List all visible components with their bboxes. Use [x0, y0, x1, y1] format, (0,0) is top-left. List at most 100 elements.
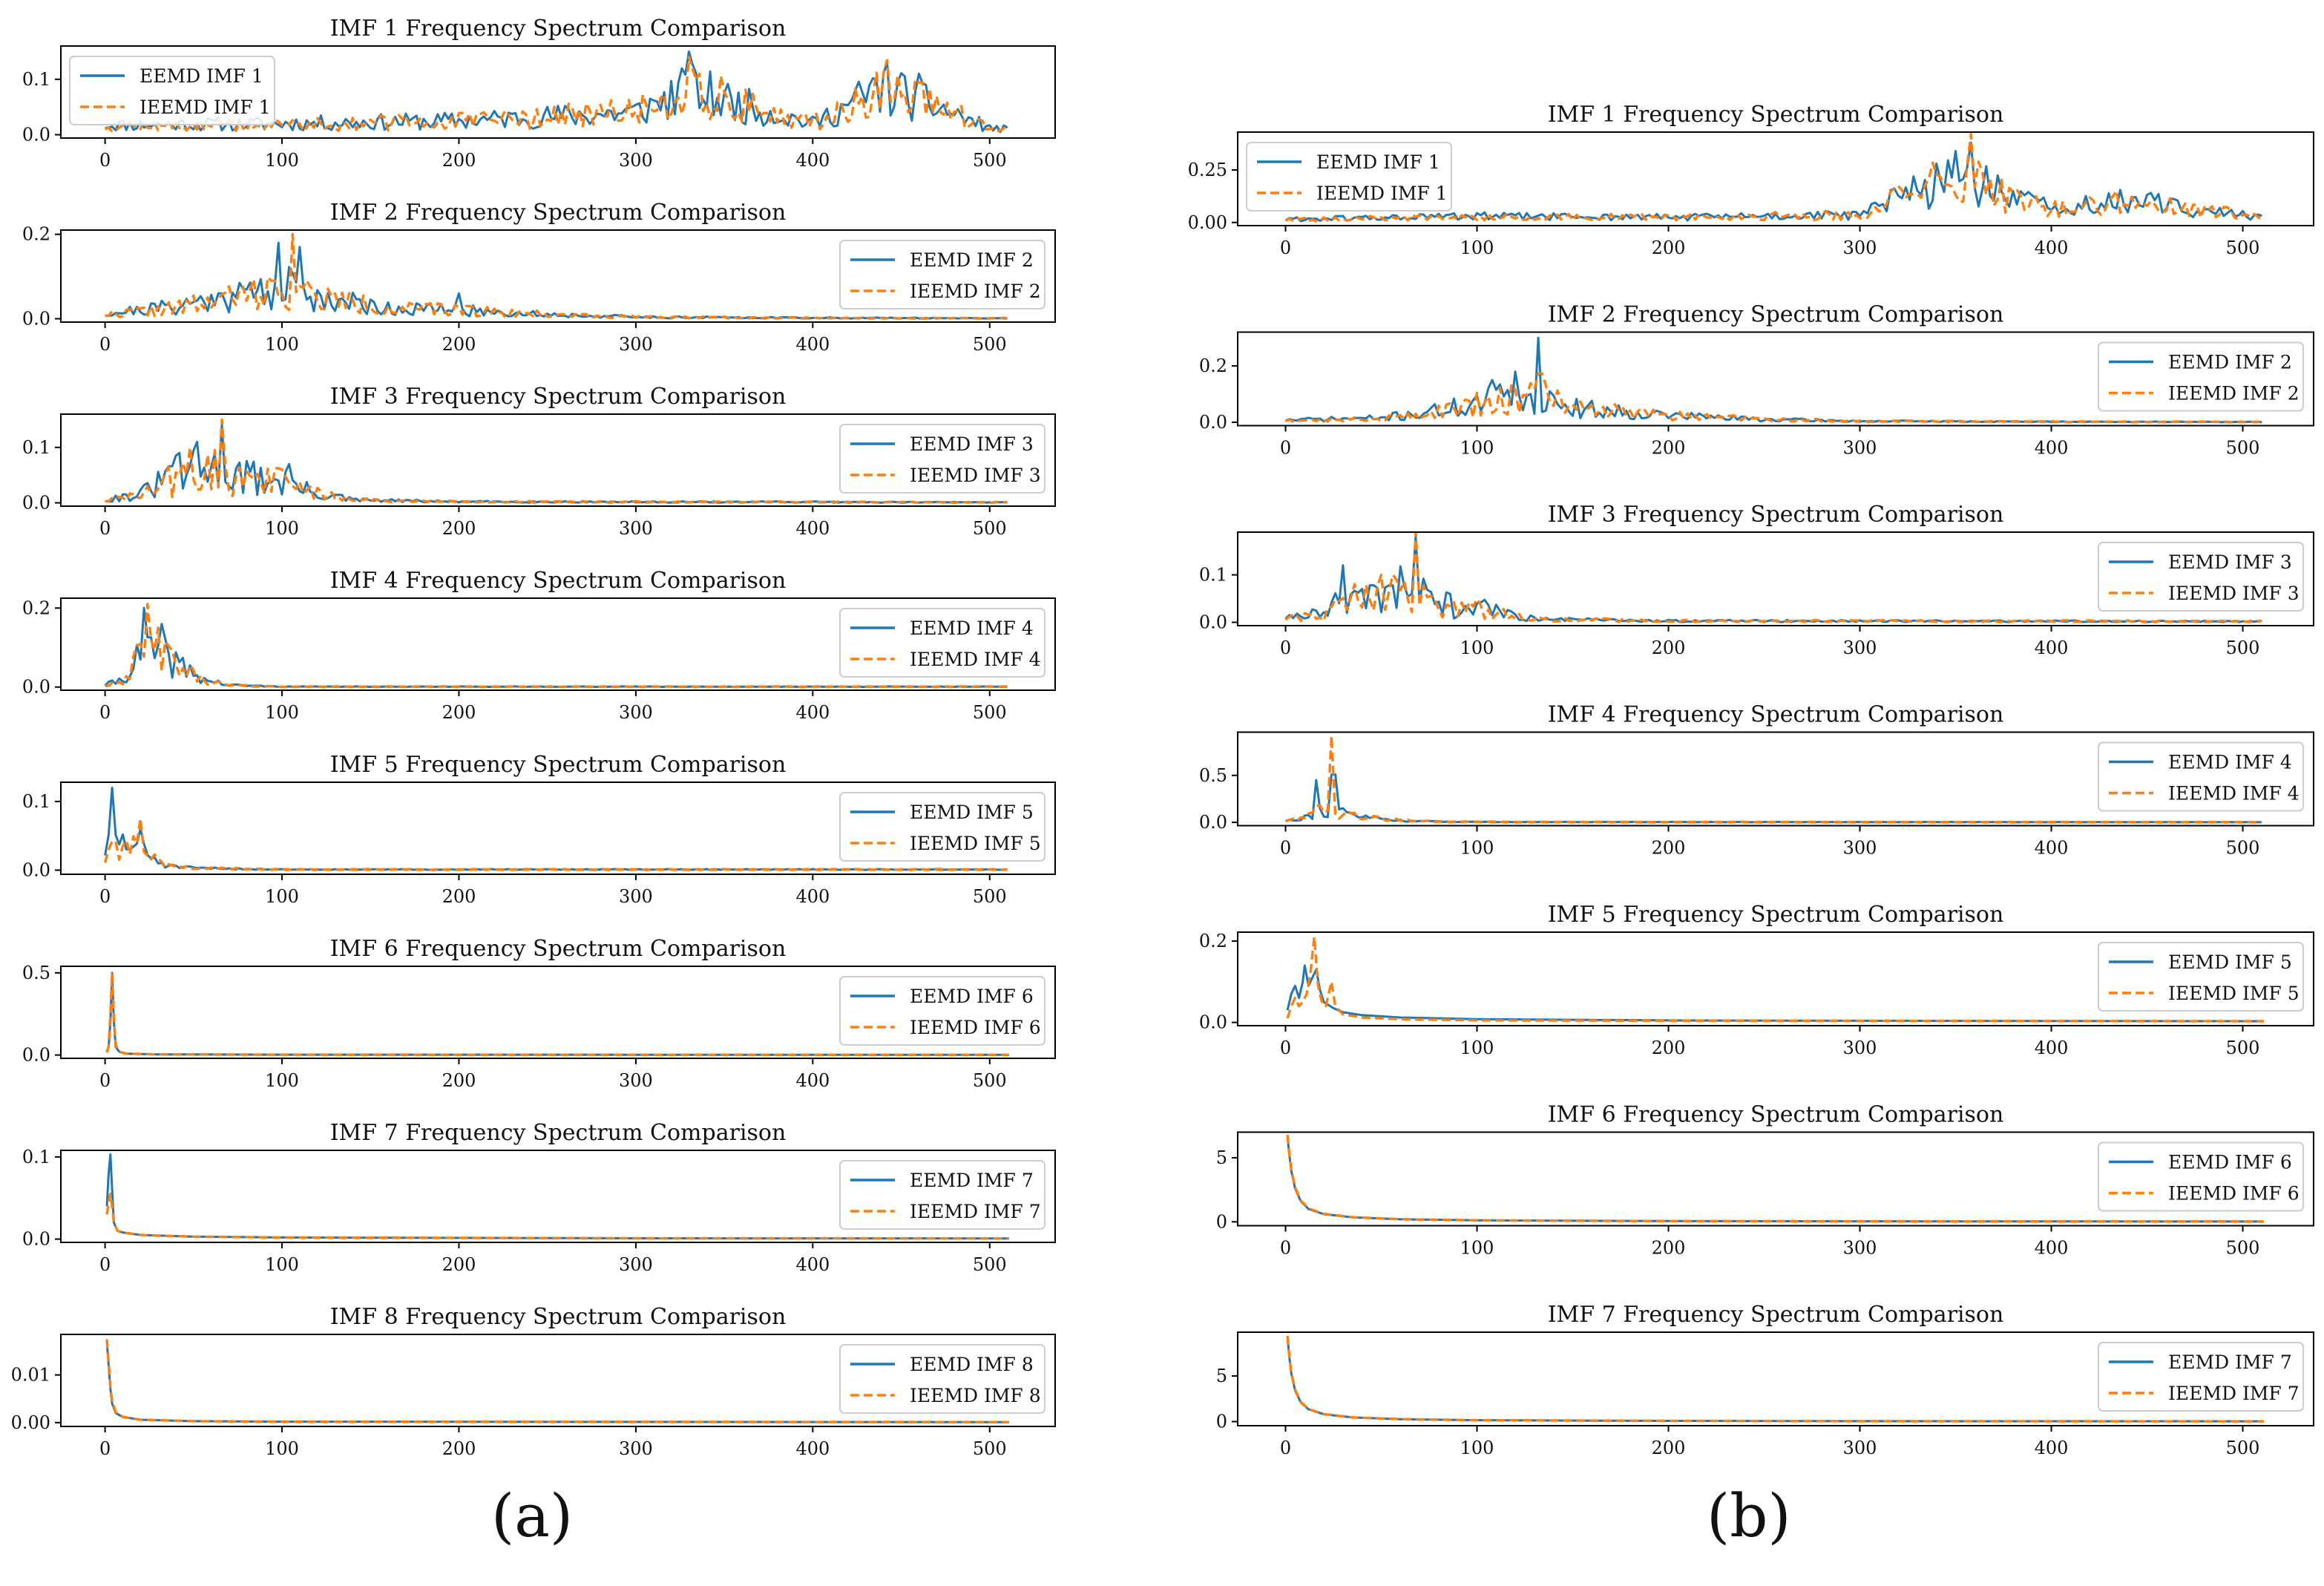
legend-label-eemd: EEMD IMF 7 [910, 1170, 1034, 1191]
legend-label-eemd: EEMD IMF 2 [910, 249, 1034, 271]
chart-title: IMF 2 Frequency Spectrum Comparison [330, 200, 787, 226]
chart-b-5: IMF 5 Frequency Spectrum Comparison 0 100 2… [1199, 902, 2314, 1058]
x-tick-label: 100 [265, 1438, 299, 1459]
y-tick-label: 0.1 [22, 791, 50, 812]
legend: EEMD IMF 2 IEEMD IMF 2 [2098, 341, 2304, 412]
chart-title: IMF 1 Frequency Spectrum Comparison [330, 16, 787, 42]
x-tick-label: 300 [1843, 438, 1877, 459]
x-tick-label: 500 [973, 150, 1007, 171]
legend-label-eemd: EEMD IMF 8 [910, 1354, 1034, 1375]
axes-frame [1237, 331, 2314, 427]
x-tick-label: 500 [973, 1070, 1007, 1091]
y-tick-label: 0.2 [22, 597, 50, 618]
legend: EEMD IMF 3 IEEMD IMF 3 [839, 424, 1046, 494]
x-tick-label: 100 [265, 1254, 299, 1275]
x-tick-label: 500 [2226, 237, 2260, 258]
y-tick-label: 0.0 [1199, 612, 1227, 633]
x-tick-label: 400 [795, 150, 830, 171]
x-tick-label: 200 [442, 150, 476, 171]
legend-label-eemd: EEMD IMF 3 [910, 433, 1034, 455]
x-tick-label: 300 [1843, 638, 1877, 658]
x-tick-label: 400 [2035, 838, 2069, 859]
y-tick-label: 0.0 [1199, 812, 1227, 833]
plot-area [105, 971, 1010, 1056]
plot-area [105, 418, 1008, 504]
series-ieemd-line [105, 971, 1010, 1056]
x-tick-label: 300 [619, 1070, 653, 1091]
axes-frame [60, 597, 1056, 691]
x-tick-label: 200 [1652, 638, 1686, 658]
x-tick-label: 0 [1280, 1438, 1291, 1458]
chart-title: IMF 3 Frequency Spectrum Comparison [330, 384, 787, 410]
legend: EEMD IMF 6 IEEMD IMF 6 [839, 976, 1046, 1046]
x-tick-label: 100 [265, 334, 299, 355]
plot-area [1284, 133, 2263, 223]
legend: EEMD IMF 2 IEEMD IMF 2 [839, 240, 1046, 309]
x-tick-label: 200 [442, 1070, 476, 1091]
plot-area [104, 603, 1008, 689]
x-tick-label: 300 [1843, 1038, 1877, 1058]
chart-title: IMF 6 Frequency Spectrum Comparison [330, 936, 787, 962]
chart-title: IMF 7 Frequency Spectrum Comparison [1548, 1302, 2004, 1328]
x-tick-label: 0 [99, 702, 111, 723]
axes-frame [60, 229, 1056, 323]
x-tick-label: 200 [1652, 438, 1686, 459]
x-tick-label: 500 [2226, 1038, 2260, 1058]
legend-label-eemd: EEMD IMF 4 [910, 617, 1034, 639]
x-tick-label: 500 [973, 702, 1007, 723]
chart-a-4: IMF 4 Frequency Spectrum Comparison 0 100 2… [22, 568, 1056, 723]
series-ieemd-line [105, 603, 1008, 689]
chart-b-7: IMF 7 Frequency Spectrum Comparison 0 100 2… [1216, 1302, 2314, 1458]
x-tick-label: 0 [99, 886, 111, 907]
legend-label-ieemd: IEEMD IMF 6 [2168, 1183, 2300, 1205]
legend: EEMD IMF 1 IEEMD IMF 1 [1246, 142, 1452, 212]
y-tick-label: 0.1 [22, 1147, 50, 1167]
x-tick-label: 400 [795, 1070, 830, 1091]
series-eemd-line [1284, 141, 2262, 223]
y-tick-label: 0.1 [1199, 565, 1227, 586]
y-tick-label: 0.01 [11, 1365, 50, 1386]
x-tick-label: 200 [442, 886, 476, 907]
x-tick-label: 100 [1460, 1238, 1494, 1259]
y-tick-label: 5 [1216, 1366, 1227, 1386]
x-tick-label: 500 [2226, 838, 2260, 859]
series-ieemd-line [1284, 372, 2262, 424]
y-tick-label: 0.00 [1188, 212, 1227, 233]
x-tick-label: 0 [1280, 237, 1291, 258]
y-tick-label: 0.1 [22, 69, 50, 90]
chart-b-3: IMF 3 Frequency Spectrum Comparison 0 100 2… [1199, 502, 2314, 658]
x-tick-label: 500 [973, 518, 1007, 539]
axes-frame [1237, 731, 2314, 827]
axes-frame [60, 45, 1056, 139]
legend-label-ieemd: IEEMD IMF 4 [2168, 783, 2300, 805]
x-tick-label: 100 [1460, 1438, 1494, 1458]
chart-a-1: IMF 1 Frequency Spectrum Comparison 0 100 2… [22, 16, 1056, 171]
x-tick-label: 0 [99, 1070, 111, 1091]
axes-frame [1237, 131, 2314, 226]
legend-label-ieemd: IEEMD IMF 5 [2168, 983, 2300, 1004]
series-ieemd-line [105, 418, 1008, 504]
chart-b-2: IMF 2 Frequency Spectrum Comparison 0 100 2… [1199, 302, 2314, 459]
chart-title: IMF 3 Frequency Spectrum Comparison [1548, 502, 2004, 528]
x-tick-label: 200 [1652, 1038, 1686, 1058]
series-ieemd-line [103, 817, 1008, 871]
x-tick-label: 400 [2035, 1238, 2069, 1259]
legend-label-ieemd: IEEMD IMF 7 [910, 1201, 1041, 1222]
legend: EEMD IMF 5 IEEMD IMF 5 [839, 792, 1046, 862]
x-tick-label: 400 [2035, 638, 2069, 658]
y-tick-label: 0.0 [22, 308, 50, 329]
chart-title: IMF 4 Frequency Spectrum Comparison [1548, 702, 2004, 728]
legend-label-ieemd: IEEMD IMF 2 [2168, 383, 2300, 404]
legend-label-eemd: EEMD IMF 1 [1316, 151, 1440, 173]
x-tick-label: 500 [973, 1254, 1007, 1275]
series-ieemd-line [105, 233, 1008, 320]
legend-label-eemd: EEMD IMF 1 [139, 65, 263, 87]
y-tick-label: 0.5 [1199, 765, 1227, 786]
x-tick-label: 500 [2226, 1238, 2260, 1259]
x-tick-label: 300 [1843, 237, 1877, 258]
x-tick-label: 400 [795, 1438, 830, 1459]
x-tick-label: 0 [1280, 1238, 1291, 1259]
series-ieemd-line [1286, 1335, 2264, 1423]
chart-title: IMF 1 Frequency Spectrum Comparison [1548, 102, 2004, 128]
series-ieemd-line [1286, 935, 2264, 1023]
